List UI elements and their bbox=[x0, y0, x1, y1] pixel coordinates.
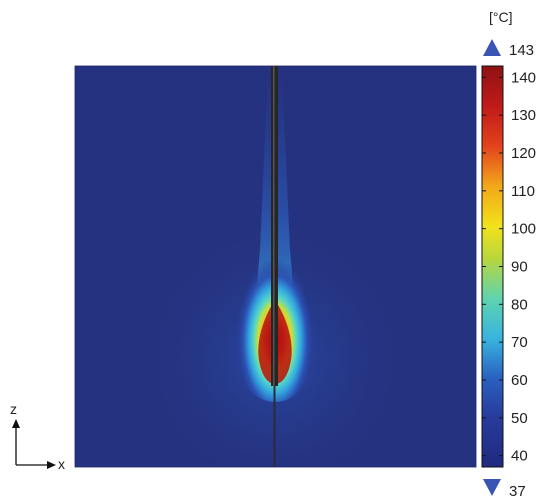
colorbar-tick-label-90: 90 bbox=[511, 259, 528, 276]
axis-triad: z x bbox=[10, 401, 65, 472]
z-arrow-head bbox=[12, 419, 20, 428]
colorbar-tick-label-50: 50 bbox=[511, 410, 528, 427]
colorbar: [°C] 143 40 50 60 70 80 90 100 110 120 130 140 37 bbox=[481, 9, 536, 500]
colorbar-tick-label-70: 70 bbox=[511, 334, 528, 351]
colorbar-ticks: 40 50 60 70 80 90 100 110 120 130 140 bbox=[482, 69, 536, 465]
probe-lead bbox=[273, 386, 276, 467]
colorbar-tick-label-80: 80 bbox=[511, 296, 528, 313]
probe-shaft-highlight bbox=[273, 66, 275, 386]
colorbar-min-marker bbox=[483, 479, 501, 496]
colorbar-tick-label-140: 140 bbox=[511, 69, 536, 86]
colorbar-min-label: 37 bbox=[509, 483, 526, 500]
x-arrow-head bbox=[47, 461, 56, 469]
colorbar-tick-label-40: 40 bbox=[511, 448, 528, 465]
colorbar-max-label: 143 bbox=[509, 42, 534, 59]
colorbar-tick-label-100: 100 bbox=[511, 221, 536, 238]
colorbar-unit-label: [°C] bbox=[489, 9, 513, 25]
colorbar-tick-label-120: 120 bbox=[511, 145, 536, 162]
z-axis-label: z bbox=[10, 401, 17, 417]
colorbar-tick-label-60: 60 bbox=[511, 372, 528, 389]
x-axis-label: x bbox=[58, 456, 65, 472]
colorbar-tick-label-110: 110 bbox=[511, 183, 535, 200]
heatmap-field bbox=[75, 66, 476, 467]
colorbar-tick-label-130: 130 bbox=[511, 107, 536, 124]
plot-frame bbox=[74, 65, 477, 468]
colorbar-max-marker bbox=[483, 39, 501, 56]
